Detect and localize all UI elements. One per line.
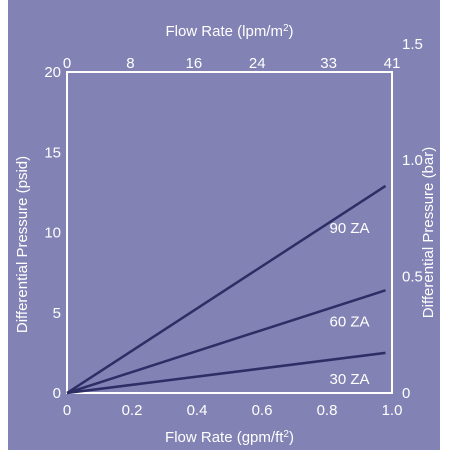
x-top-tick-label: 8 — [126, 55, 134, 72]
x-bottom-tick-label: 0.6 — [252, 402, 273, 419]
x-bottom-tick-label: 1.0 — [382, 402, 403, 419]
x-bottom-tick-label: 0.8 — [317, 402, 338, 419]
series-label: 30 ZA — [329, 371, 369, 388]
series-label: 90 ZA — [329, 220, 369, 237]
x-bottom-tick-label: 0 — [63, 402, 71, 419]
x-top-tick-label: 41 — [384, 55, 401, 72]
y-right-tick-label: 0.5 — [402, 269, 423, 286]
x-top-tick-label: 0 — [63, 55, 71, 72]
series-label: 60 ZA — [329, 314, 369, 331]
series: 90 ZA 60 ZA 30 ZA — [66, 184, 387, 395]
y-left-tick-label: 10 — [44, 225, 61, 242]
chart: 0 0.2 0.4 0.6 0.8 1.0 0 8 16 24 33 41 0 5 10 15 20 0 0.5 1.… — [8, 0, 440, 450]
y-right-tick-label: 1.0 — [402, 152, 423, 169]
x-axis-title-top: Flow Rate (lpm/m2) — [165, 23, 293, 40]
series-line — [66, 289, 386, 395]
y-right-tick-label: 1.5 — [402, 36, 423, 53]
chart-svg: 0 0.2 0.4 0.6 0.8 1.00 8 16 24 33 410510152000.51.… — [14, 23, 437, 446]
x-top-tick-label: 24 — [249, 55, 266, 72]
y-left-tick-label: 15 — [44, 144, 61, 161]
x-top-tick-label: 16 — [185, 55, 202, 72]
ticks: 0 0.2 0.4 0.6 0.8 1.00 8 16 24 33 410510152000.51.… — [44, 36, 423, 419]
x-axis-title-bottom: Flow Rate (gpm/ft2) — [165, 429, 294, 446]
y-left-tick-label: 5 — [53, 305, 61, 322]
x-bottom-tick-label: 0.4 — [187, 402, 208, 419]
y-right-tick-label: 0 — [402, 385, 410, 402]
y-axis-title-left: Differential Pressure (psid) — [14, 156, 31, 333]
x-top-tick-label: 33 — [320, 55, 337, 72]
y-left-tick-label: 20 — [44, 64, 61, 81]
plot-frame — [66, 71, 393, 394]
x-bottom-tick-label: 0.2 — [122, 402, 143, 419]
y-left-tick-label: 0 — [53, 385, 61, 402]
series-line — [66, 184, 387, 395]
y-axis-title-right: Differential Pressure (bar) — [420, 147, 437, 318]
series-line — [66, 351, 386, 395]
